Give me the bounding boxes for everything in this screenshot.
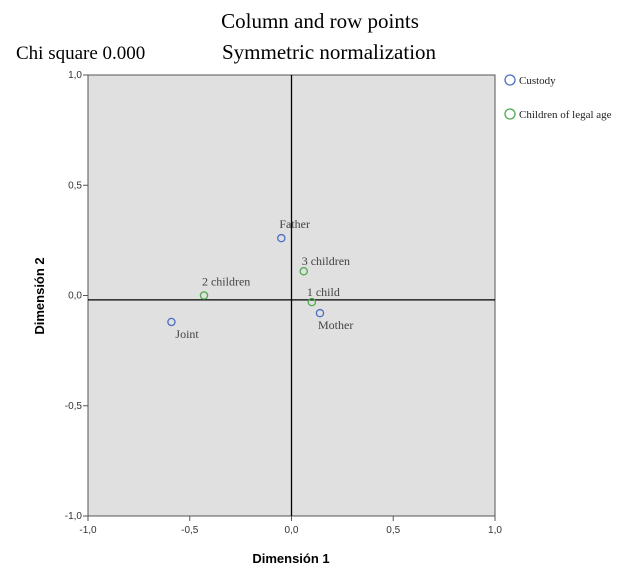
chart-subtitle-normalization: Symmetric normalization — [222, 40, 437, 64]
point-marker — [299, 266, 308, 276]
x-tick-label: 0,5 — [386, 525, 400, 536]
point-label: Joint — [175, 327, 199, 341]
legend-label: Children of legal age — [519, 109, 612, 121]
legend-label: Custody — [519, 75, 556, 87]
point-marker — [307, 297, 317, 307]
point-marker — [277, 233, 286, 243]
x-tick-label: -1,0 — [79, 525, 97, 536]
x-tick-label: -0,5 — [181, 525, 199, 536]
y-tick-label: -0,5 — [65, 401, 83, 412]
point-label: 3 children — [302, 254, 350, 268]
point-marker — [199, 291, 209, 300]
point-label: Father — [279, 217, 310, 231]
y-tick-label: 0,0 — [68, 291, 82, 302]
y-tick-label: 0,5 — [68, 180, 82, 191]
point-marker — [167, 317, 176, 327]
x-tick-label: 0,0 — [285, 525, 299, 536]
x-axis-title: Dimensión 1 — [252, 551, 329, 566]
point-marker — [315, 308, 325, 318]
chart-subtitle-chi: Chi square 0.000 — [16, 43, 145, 64]
legend: Custody Children of legal age — [504, 74, 612, 121]
legend-marker — [504, 108, 516, 120]
y-tick-label: 1,0 — [68, 70, 82, 81]
point-label: Mother — [318, 318, 353, 332]
point-label: 2 children — [202, 275, 250, 289]
x-tick-label: 1,0 — [488, 525, 502, 536]
point-label: 1 child — [307, 285, 340, 299]
y-tick-label: -1,0 — [65, 511, 83, 522]
y-axis-title: Dimensión 2 — [32, 257, 47, 334]
chart-title: Column and row points — [221, 9, 419, 33]
legend-marker — [504, 74, 516, 86]
